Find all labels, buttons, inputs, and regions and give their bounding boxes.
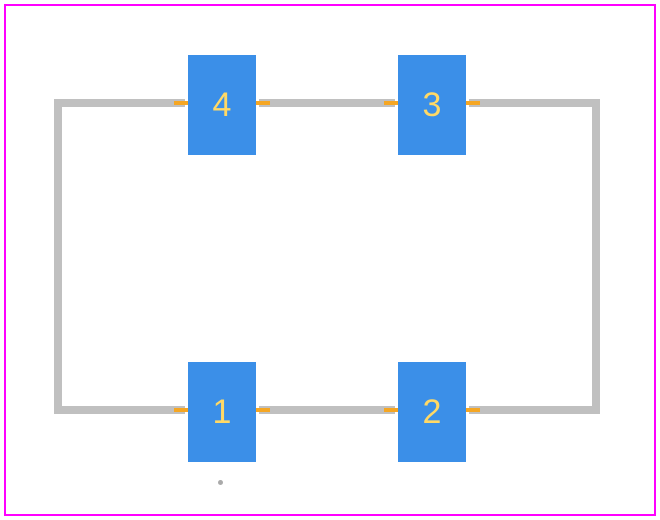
wire-top-right xyxy=(469,99,596,107)
wire-bottom-left xyxy=(58,406,185,414)
stub-4-right xyxy=(256,101,270,105)
pad-3-label: 3 xyxy=(423,86,442,125)
stub-1-left xyxy=(174,408,188,412)
stub-4-left xyxy=(174,101,188,105)
pad-2: 2 xyxy=(398,362,466,462)
pad-1: 1 xyxy=(188,362,256,462)
pad-1-label: 1 xyxy=(213,393,232,432)
outer-border xyxy=(4,4,656,516)
wire-top-left xyxy=(58,99,185,107)
stub-3-left xyxy=(384,101,398,105)
stub-3-right xyxy=(466,101,480,105)
wire-right-vert xyxy=(592,99,600,414)
pin1-marker-dot xyxy=(218,480,223,485)
wire-left-vert xyxy=(54,99,62,414)
stub-1-right xyxy=(256,408,270,412)
stub-2-left xyxy=(384,408,398,412)
wire-top-mid xyxy=(259,99,395,107)
wire-bottom-mid xyxy=(259,406,395,414)
pad-4: 4 xyxy=(188,55,256,155)
pad-4-label: 4 xyxy=(213,86,232,125)
pad-2-label: 2 xyxy=(423,393,442,432)
pad-3: 3 xyxy=(398,55,466,155)
wire-bottom-right xyxy=(469,406,596,414)
stub-2-right xyxy=(466,408,480,412)
